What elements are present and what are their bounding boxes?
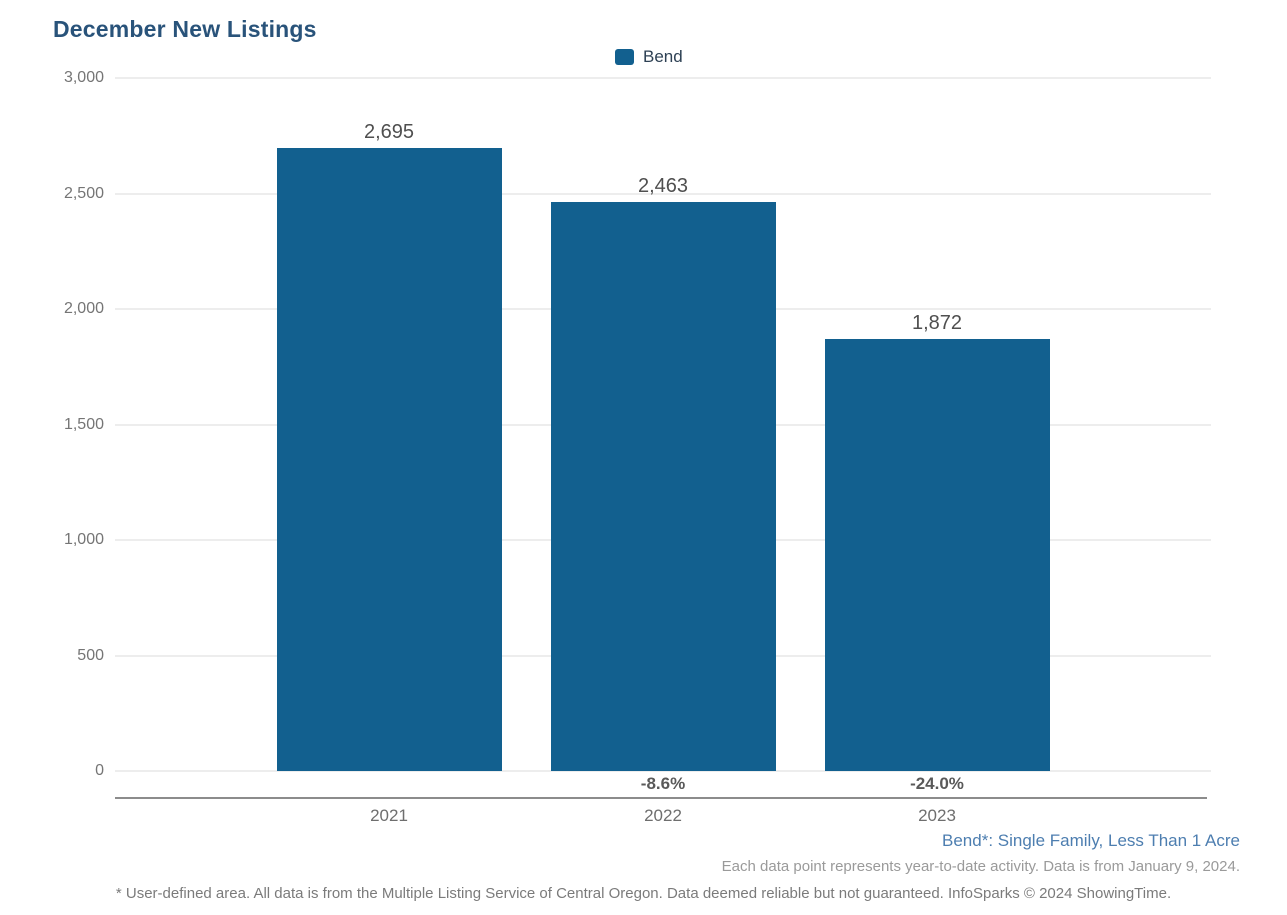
data-note: Each data point represents year-to-date … [721,858,1240,875]
series-note: Bend*: Single Family, Less Than 1 Acre [942,831,1240,850]
y-tick-label: 0 [95,762,104,779]
chart-title: December New Listings [53,16,317,42]
y-tick-label: 2,000 [63,300,104,317]
x-tick-label: 2022 [644,806,682,825]
x-axis-line [115,797,1207,799]
pct-change-label: -24.0% [910,774,964,793]
bar-value-label: 2,695 [363,121,415,143]
y-tick-label: 1,000 [63,531,104,548]
footnote: * User-defined area. All data is from th… [115,885,1172,902]
gridline [115,193,1211,195]
legend-label: Bend [643,47,683,66]
bar-2022[interactable] [551,202,776,771]
pct-change-label: -8.6% [640,774,686,793]
legend-item-bend[interactable]: Bend [615,47,683,67]
legend-swatch-icon [615,49,634,65]
x-tick-label: 2023 [918,806,956,825]
y-tick-label: 2,500 [63,185,104,202]
y-tick-label: 1,500 [63,416,104,433]
bar-2021[interactable] [277,148,502,771]
bar-value-label: 1,872 [911,312,963,334]
y-tick-label: 500 [77,647,104,664]
bar-value-label: 2,463 [637,175,689,197]
y-tick-label: 3,000 [63,69,104,86]
gridline [115,77,1211,79]
x-tick-label: 2021 [370,806,408,825]
bar-2023[interactable] [825,339,1050,771]
gridline [115,770,1211,772]
